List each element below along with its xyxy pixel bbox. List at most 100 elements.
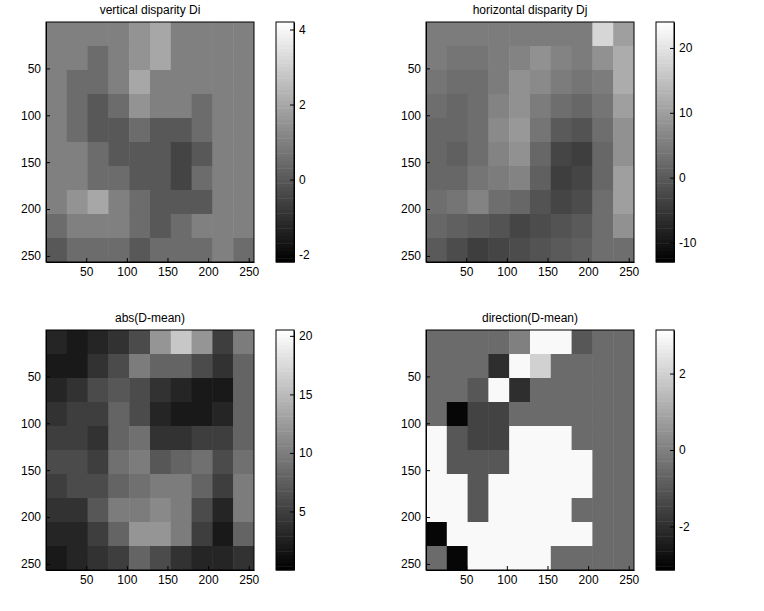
cell — [613, 238, 634, 262]
x-tick-mark — [208, 258, 209, 262]
colorbar-swatch — [656, 142, 674, 146]
cell — [509, 330, 530, 355]
cell — [129, 214, 150, 239]
colorbar-swatch — [656, 428, 674, 432]
x-tick: 200 — [579, 258, 599, 279]
colorbar-tick-mark — [670, 178, 674, 179]
cell — [150, 522, 171, 547]
colorbar-swatch — [656, 37, 674, 41]
x-tick-mark — [507, 258, 508, 262]
cell — [551, 70, 572, 95]
colorbar-swatch — [276, 90, 294, 94]
cell — [171, 330, 192, 355]
y-axis: 50100150200250 — [401, 331, 430, 572]
x-tick-mark — [167, 566, 168, 570]
cell — [233, 474, 254, 499]
colorbar-swatch — [656, 172, 674, 176]
cell — [613, 118, 634, 143]
colorbar-swatch — [276, 450, 294, 454]
cell — [129, 166, 150, 191]
cell — [613, 546, 634, 570]
cell — [592, 70, 613, 95]
cell — [150, 118, 171, 143]
cell — [233, 426, 254, 451]
colorbar-swatch — [656, 71, 674, 75]
cell — [46, 214, 67, 239]
colorbar-axis-line — [294, 23, 295, 263]
cell — [108, 142, 129, 167]
cell — [108, 70, 129, 95]
colorbar-axis: -1001020 — [670, 23, 697, 263]
colorbar-swatch — [656, 243, 674, 247]
cell — [488, 426, 509, 451]
colorbar-swatch — [656, 138, 674, 142]
cell — [572, 94, 593, 119]
cell — [468, 166, 489, 191]
cell — [88, 354, 109, 379]
colorbar-swatch — [276, 364, 294, 368]
cell — [212, 450, 233, 475]
colorbar-swatch — [276, 146, 294, 150]
colorbar-swatch — [656, 364, 674, 368]
cell — [150, 402, 171, 427]
cell — [530, 22, 551, 47]
colorbar-swatch — [276, 127, 294, 131]
x-tick: 50 — [460, 566, 474, 587]
cell — [447, 142, 468, 167]
cell — [233, 46, 254, 71]
colorbar-swatch — [276, 225, 294, 229]
colorbar-swatch — [276, 521, 294, 525]
colorbar-swatch — [656, 401, 674, 405]
colorbar-swatch — [656, 405, 674, 409]
cell — [572, 498, 593, 523]
colorbar-swatch — [656, 56, 674, 60]
cell — [129, 522, 150, 547]
colorbar-swatch — [656, 480, 674, 484]
cell — [426, 214, 447, 239]
cell — [426, 426, 447, 451]
cell — [150, 378, 171, 403]
cell — [551, 402, 572, 427]
cell — [592, 214, 613, 239]
cell — [592, 118, 613, 143]
colorbar-swatch — [656, 82, 674, 86]
y-tick: 50 — [408, 370, 430, 384]
colorbar-swatch — [276, 67, 294, 71]
cell — [572, 330, 593, 355]
colorbar-swatch — [656, 217, 674, 221]
cell — [530, 214, 551, 239]
y-tick-mark — [46, 162, 50, 163]
colorbar-swatch — [276, 375, 294, 379]
colorbar-axis-line — [674, 331, 675, 571]
colorbar-swatch — [656, 555, 674, 559]
colorbar-swatch — [656, 469, 674, 473]
cell — [108, 118, 129, 143]
y-tick-mark — [426, 376, 430, 377]
cell — [67, 70, 88, 95]
cell — [150, 426, 171, 451]
cell — [88, 190, 109, 215]
colorbar-swatch — [276, 353, 294, 357]
x-tick: 50 — [80, 566, 94, 587]
colorbar-swatch — [656, 551, 674, 555]
cell — [551, 354, 572, 379]
y-tick: 250 — [21, 557, 50, 571]
x-axis: 50100150200250 — [427, 566, 640, 587]
colorbar-swatch — [656, 349, 674, 353]
colorbar-swatch — [276, 551, 294, 555]
cell — [613, 498, 634, 523]
cell — [509, 142, 530, 167]
cell — [530, 118, 551, 143]
colorbar-swatch — [276, 398, 294, 402]
cell — [67, 94, 88, 119]
colorbar-swatch — [276, 428, 294, 432]
cell — [530, 330, 551, 355]
colorbar-swatch — [656, 161, 674, 165]
cell — [129, 402, 150, 427]
cell — [447, 166, 468, 191]
cell — [530, 426, 551, 451]
x-tick-mark — [127, 258, 128, 262]
colorbar-tick: 10 — [290, 446, 313, 460]
colorbar-swatch — [276, 383, 294, 387]
cell — [488, 22, 509, 47]
